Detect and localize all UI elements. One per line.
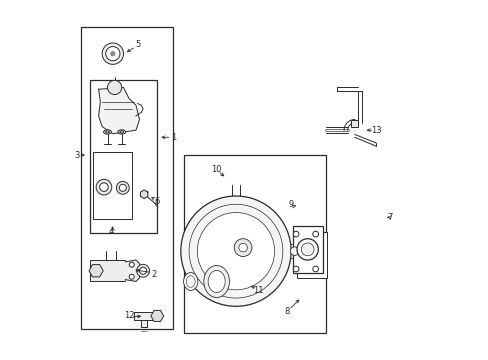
Text: 2: 2: [151, 270, 156, 279]
Text: 10: 10: [210, 165, 221, 174]
Circle shape: [96, 179, 112, 195]
Ellipse shape: [203, 265, 229, 297]
Text: 1: 1: [170, 133, 176, 142]
Circle shape: [238, 243, 247, 252]
Text: 7: 7: [387, 213, 392, 222]
Circle shape: [189, 204, 282, 298]
Circle shape: [116, 181, 129, 194]
Text: 13: 13: [370, 126, 381, 135]
Circle shape: [296, 239, 318, 260]
Bar: [183, 155, 325, 333]
Circle shape: [119, 184, 126, 192]
Circle shape: [139, 267, 146, 274]
Bar: [93, 152, 132, 219]
Bar: [89, 260, 125, 282]
Text: 12: 12: [123, 311, 134, 320]
Bar: [296, 231, 326, 278]
Circle shape: [293, 231, 298, 237]
Ellipse shape: [183, 273, 198, 291]
Bar: [89, 80, 157, 233]
Circle shape: [290, 247, 298, 256]
Circle shape: [293, 266, 298, 272]
Circle shape: [129, 274, 134, 279]
Circle shape: [110, 51, 115, 56]
Ellipse shape: [120, 131, 123, 133]
Circle shape: [312, 231, 318, 237]
Text: 6: 6: [154, 197, 160, 206]
Circle shape: [100, 183, 108, 192]
Bar: [350, 120, 358, 127]
Circle shape: [197, 212, 274, 290]
Circle shape: [107, 80, 122, 95]
Bar: [81, 27, 173, 329]
Ellipse shape: [208, 270, 225, 293]
Circle shape: [129, 262, 134, 267]
Bar: [141, 320, 146, 327]
Ellipse shape: [105, 131, 109, 133]
Circle shape: [301, 243, 313, 256]
Circle shape: [234, 239, 251, 257]
Bar: [292, 226, 322, 273]
Circle shape: [102, 43, 123, 64]
Polygon shape: [140, 190, 147, 198]
Circle shape: [93, 268, 99, 274]
Circle shape: [181, 196, 290, 306]
Ellipse shape: [103, 130, 111, 134]
Circle shape: [137, 264, 149, 277]
Text: 8: 8: [284, 307, 289, 316]
Polygon shape: [125, 260, 139, 282]
Ellipse shape: [186, 276, 195, 287]
Text: 9: 9: [287, 201, 293, 210]
Polygon shape: [99, 87, 139, 134]
Text: 11: 11: [253, 286, 264, 295]
Ellipse shape: [118, 130, 125, 134]
Text: 4: 4: [108, 227, 113, 236]
Circle shape: [312, 266, 318, 272]
Text: 5: 5: [135, 40, 140, 49]
Text: 3: 3: [74, 150, 79, 159]
Circle shape: [105, 46, 120, 61]
Bar: [134, 312, 153, 320]
